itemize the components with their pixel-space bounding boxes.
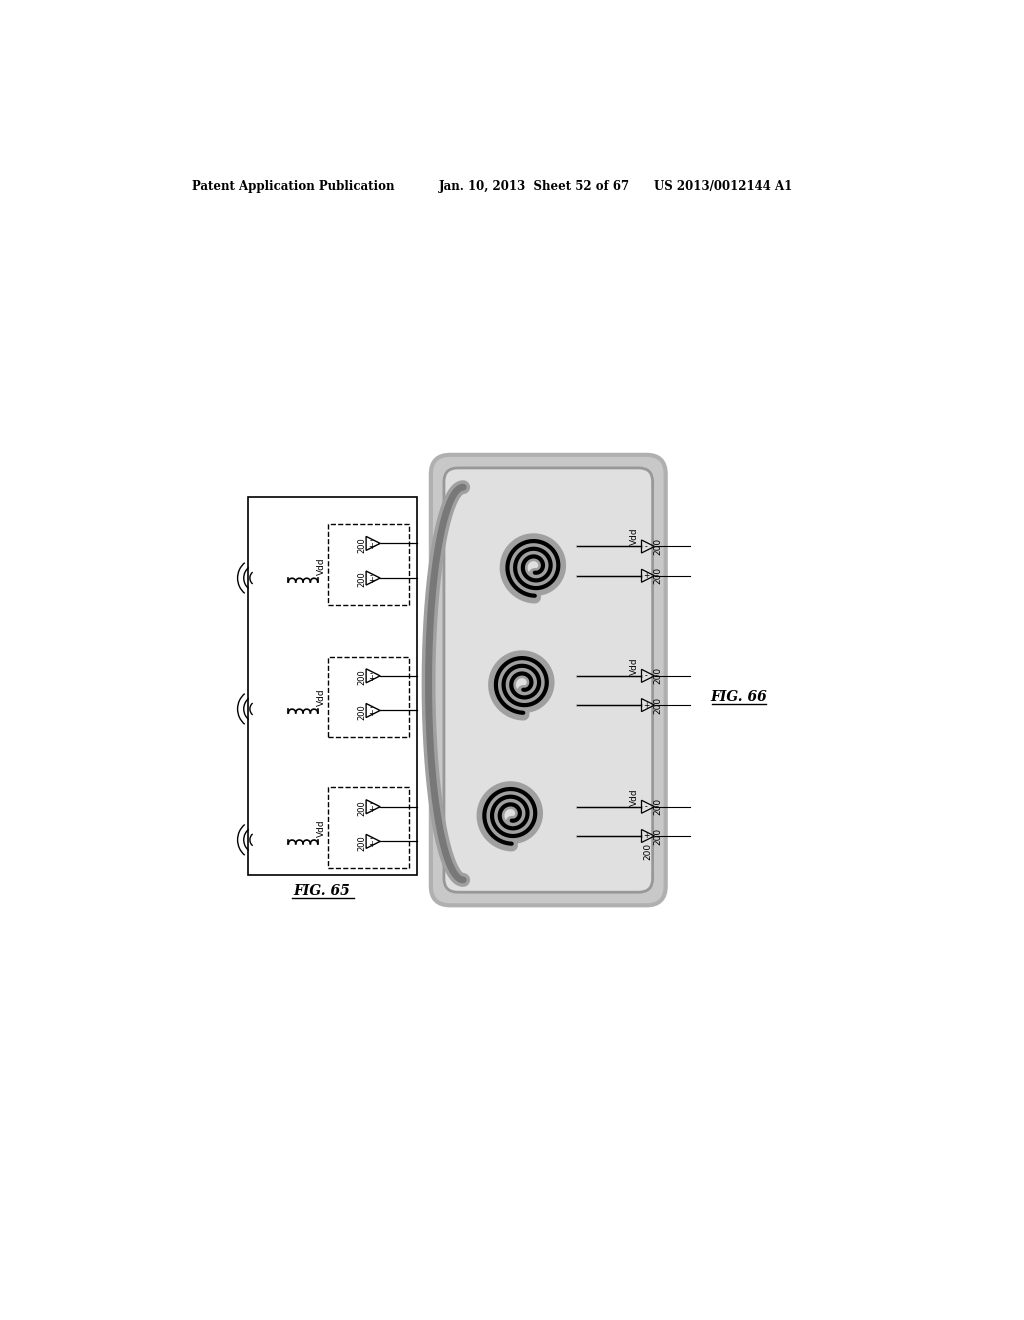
Text: US 2013/0012144 A1: US 2013/0012144 A1 xyxy=(654,181,793,194)
Text: +: + xyxy=(368,675,375,682)
Text: -: - xyxy=(370,800,373,809)
FancyBboxPatch shape xyxy=(431,455,666,906)
Text: 200: 200 xyxy=(653,539,663,554)
Text: +: + xyxy=(643,572,649,581)
Text: -: - xyxy=(370,669,373,677)
Text: Vdd: Vdd xyxy=(317,557,326,576)
Text: +: + xyxy=(368,541,375,550)
Text: 200: 200 xyxy=(653,828,663,845)
Text: 200: 200 xyxy=(653,668,663,684)
Text: Vdd: Vdd xyxy=(317,689,326,706)
Text: 200: 200 xyxy=(653,799,663,816)
Text: Jan. 10, 2013  Sheet 52 of 67: Jan. 10, 2013 Sheet 52 of 67 xyxy=(438,181,630,194)
Text: +: + xyxy=(368,709,375,718)
Bar xyxy=(248,498,417,875)
Text: 200: 200 xyxy=(653,568,663,585)
Text: 200: 200 xyxy=(653,697,663,714)
Text: Vdd: Vdd xyxy=(631,657,639,676)
Text: -: - xyxy=(645,543,648,550)
Text: FIG. 66: FIG. 66 xyxy=(711,690,767,705)
FancyBboxPatch shape xyxy=(444,469,652,892)
Text: 200: 200 xyxy=(357,800,366,816)
Text: +: + xyxy=(643,832,649,841)
Text: -: - xyxy=(370,536,373,545)
Text: FIG. 65: FIG. 65 xyxy=(293,884,350,899)
Text: 200: 200 xyxy=(357,704,366,719)
Text: Vdd: Vdd xyxy=(317,820,326,837)
Text: -: - xyxy=(370,570,373,579)
Text: Vdd: Vdd xyxy=(631,527,639,545)
Text: -: - xyxy=(645,672,648,680)
Text: 200: 200 xyxy=(357,572,366,587)
Text: +: + xyxy=(368,805,375,814)
Text: -: - xyxy=(645,803,648,812)
Text: 200: 200 xyxy=(357,537,366,553)
Text: -: - xyxy=(370,704,373,713)
Text: Vdd: Vdd xyxy=(631,788,639,807)
Text: +: + xyxy=(368,577,375,585)
Text: 200: 200 xyxy=(643,843,652,859)
Text: 200: 200 xyxy=(357,836,366,851)
Text: -: - xyxy=(370,834,373,843)
Text: +: + xyxy=(368,840,375,849)
Text: +: + xyxy=(643,701,649,710)
Text: Patent Application Publication: Patent Application Publication xyxy=(193,181,394,194)
Text: 200: 200 xyxy=(357,669,366,685)
